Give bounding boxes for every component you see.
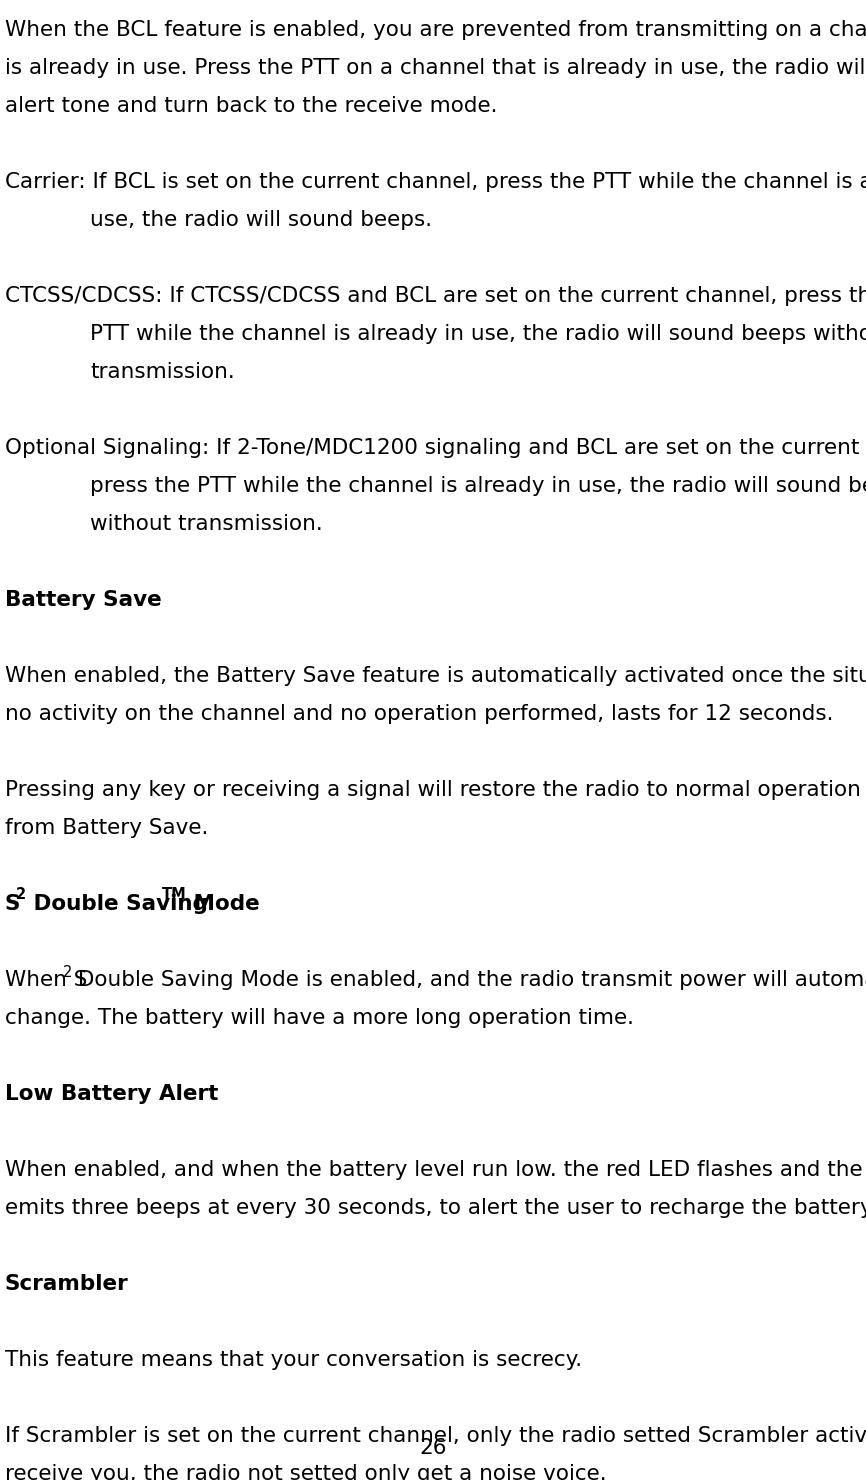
Text: from Battery Save.: from Battery Save. bbox=[5, 818, 209, 838]
Text: is already in use. Press the PTT on a channel that is already in use, the radio : is already in use. Press the PTT on a ch… bbox=[5, 58, 866, 78]
Text: Optional Signaling: If 2-Tone/MDC1200 signaling and BCL are set on the current c: Optional Signaling: If 2-Tone/MDC1200 si… bbox=[5, 438, 866, 457]
Text: PTT while the channel is already in use, the radio will sound beeps without: PTT while the channel is already in use,… bbox=[90, 324, 866, 343]
Text: Low Battery Alert: Low Battery Alert bbox=[5, 1083, 218, 1104]
Text: change. The battery will have a more long operation time.: change. The battery will have a more lon… bbox=[5, 1008, 634, 1029]
Text: 26: 26 bbox=[419, 1439, 447, 1458]
Text: receive you, the radio not setted only get a noise voice.: receive you, the radio not setted only g… bbox=[5, 1464, 606, 1480]
Text: CTCSS/CDCSS: If CTCSS/CDCSS and BCL are set on the current channel, press the: CTCSS/CDCSS: If CTCSS/CDCSS and BCL are … bbox=[5, 286, 866, 306]
Text: press the PTT while the channel is already in use, the radio will sound beeps: press the PTT while the channel is alrea… bbox=[90, 477, 866, 496]
Text: When enabled, the Battery Save feature is automatically activated once the situa: When enabled, the Battery Save feature i… bbox=[5, 666, 866, 687]
Text: use, the radio will sound beeps.: use, the radio will sound beeps. bbox=[90, 210, 432, 229]
Text: When the BCL feature is enabled, you are prevented from transmitting on a channe: When the BCL feature is enabled, you are… bbox=[5, 21, 866, 40]
Text: This feature means that your conversation is secrecy.: This feature means that your conversatio… bbox=[5, 1350, 582, 1370]
Text: transmission.: transmission. bbox=[90, 363, 235, 382]
Text: 2: 2 bbox=[16, 887, 26, 901]
Text: Scrambler: Scrambler bbox=[5, 1274, 129, 1294]
Text: alert tone and turn back to the receive mode.: alert tone and turn back to the receive … bbox=[5, 96, 497, 115]
Text: When S: When S bbox=[5, 969, 87, 990]
Text: Battery Save: Battery Save bbox=[5, 591, 162, 610]
Text: 2: 2 bbox=[63, 965, 73, 980]
Text: without transmission.: without transmission. bbox=[90, 514, 323, 534]
Text: S: S bbox=[5, 894, 21, 915]
Text: When enabled, and when the battery level run low. the red LED flashes and the ra: When enabled, and when the battery level… bbox=[5, 1160, 866, 1180]
Text: If Scrambler is set on the current channel, only the radio setted Scrambler acti: If Scrambler is set on the current chann… bbox=[5, 1427, 866, 1446]
Text: Pressing any key or receiving a signal will restore the radio to normal operatio: Pressing any key or receiving a signal w… bbox=[5, 780, 866, 801]
Text: Mode: Mode bbox=[186, 894, 260, 915]
Text: Double Saving Mode is enabled, and the radio transmit power will automatic: Double Saving Mode is enabled, and the r… bbox=[71, 969, 866, 990]
Text: no activity on the channel and no operation performed, lasts for 12 seconds.: no activity on the channel and no operat… bbox=[5, 704, 833, 724]
Text: Double Saving: Double Saving bbox=[26, 894, 216, 915]
Text: Carrier: If BCL is set on the current channel, press the PTT while the channel i: Carrier: If BCL is set on the current ch… bbox=[5, 172, 866, 192]
Text: emits three beeps at every 30 seconds, to alert the user to recharge the battery: emits three beeps at every 30 seconds, t… bbox=[5, 1197, 866, 1218]
Text: TM: TM bbox=[162, 887, 187, 901]
